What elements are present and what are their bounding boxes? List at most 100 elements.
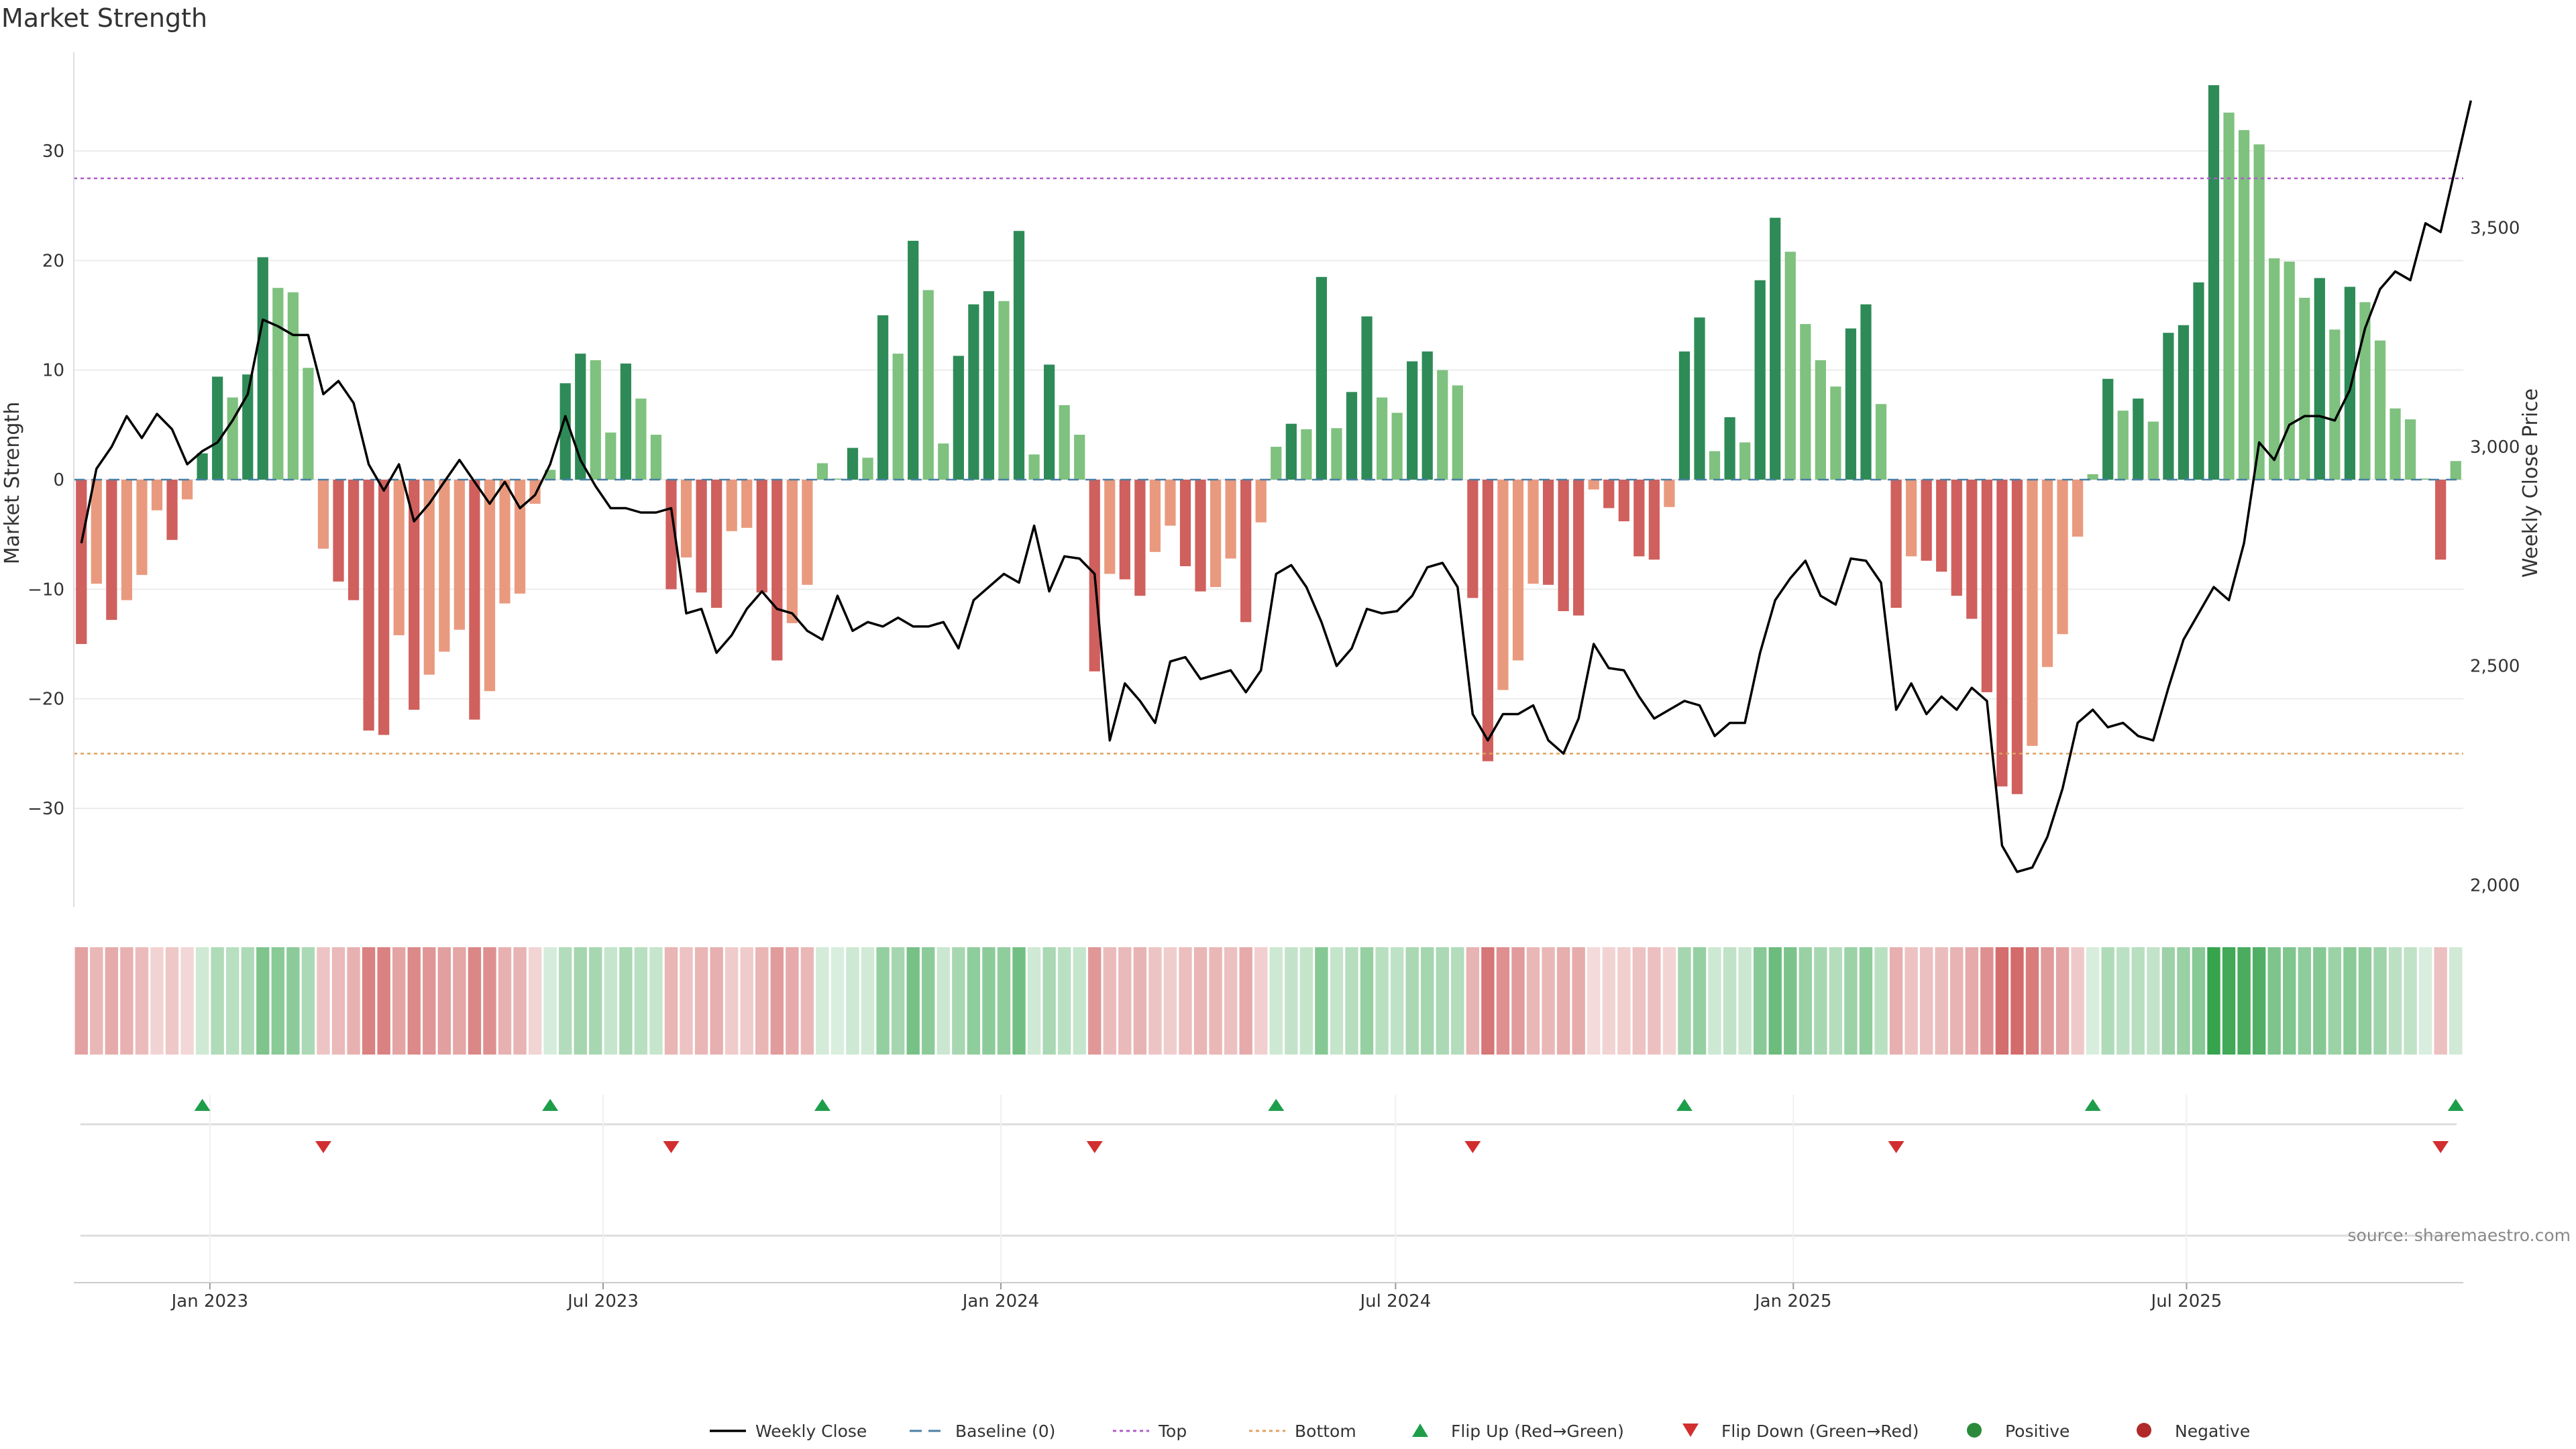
heat-cell	[936, 947, 950, 1055]
strength-bar	[287, 292, 299, 480]
heat-cell	[362, 947, 376, 1055]
strength-bar	[484, 480, 496, 692]
weekly-close-line	[80, 100, 2473, 873]
heat-cell	[997, 947, 1011, 1055]
heat-cell	[1799, 947, 1813, 1055]
heat-cell	[2434, 947, 2447, 1055]
heat-cell	[1784, 947, 1797, 1055]
strength-bar	[2163, 333, 2174, 480]
heat-cell	[1285, 947, 1298, 1055]
strength-bar	[802, 480, 813, 585]
heat-cell	[1526, 947, 1540, 1055]
y-tick-label: −20	[28, 690, 64, 710]
strength-bar	[1437, 370, 1448, 480]
heat-cell	[1057, 947, 1071, 1055]
strength-bar	[1618, 480, 1629, 522]
strength-bar	[1770, 217, 1781, 480]
heat-cell	[1980, 947, 1994, 1055]
heat-cell	[2025, 947, 2039, 1055]
strength-bar	[91, 480, 102, 584]
heat-cell	[2207, 947, 2220, 1055]
heat-cell	[468, 947, 482, 1055]
strength-bar	[2147, 421, 2159, 480]
strength-bar	[953, 356, 964, 480]
strength-bar	[181, 480, 193, 500]
strength-bar	[393, 480, 405, 635]
strength-bar	[2420, 478, 2431, 480]
heat-cell	[2192, 947, 2206, 1055]
heat-cell	[876, 947, 890, 1055]
strength-bar	[1845, 328, 1857, 480]
strength-bar	[2374, 340, 2386, 480]
strength-bar	[227, 397, 238, 480]
heat-cell	[574, 947, 587, 1055]
heat-cell	[2237, 947, 2251, 1055]
heat-cell	[211, 947, 224, 1055]
strength-bar	[1966, 480, 1978, 619]
heat-cell	[1330, 947, 1344, 1055]
heat-cell	[1844, 947, 1858, 1055]
strength-bar	[1301, 429, 1312, 480]
heat-cell	[1421, 947, 1434, 1055]
heat-cell	[1239, 947, 1252, 1055]
heat-cell	[2449, 947, 2463, 1055]
heat-cell	[2101, 947, 2114, 1055]
legend: Weekly Close Baseline (0) Top Bottom Flip Up…	[710, 1421, 2250, 1441]
heat-cell	[846, 947, 859, 1055]
strength-bar	[333, 480, 344, 582]
strength-bar	[1664, 480, 1675, 507]
heat-cell	[1617, 947, 1631, 1055]
strength-bar	[2359, 302, 2371, 480]
weekly-close-line-group	[80, 100, 2473, 873]
strength-bar	[2178, 325, 2190, 480]
strength-bar	[1240, 480, 1252, 623]
y-right-tick-label: 3,500	[2470, 218, 2520, 238]
legend-item: Negative	[2137, 1421, 2250, 1441]
heat-cell	[1708, 947, 1721, 1055]
heat-cell	[619, 947, 633, 1055]
heat-cell	[1950, 947, 1964, 1055]
strength-bar	[1815, 360, 1826, 480]
heat-cell	[2404, 947, 2417, 1055]
heat-cell	[120, 947, 133, 1055]
heat-cell	[317, 947, 330, 1055]
strength-bar	[620, 363, 631, 480]
strength-bar	[2404, 419, 2416, 480]
heat-cell	[770, 947, 784, 1055]
strength-bar	[2041, 480, 2053, 667]
heat-cell	[1193, 947, 1208, 1055]
strength-bar	[378, 480, 390, 735]
legend-label: Baseline (0)	[955, 1421, 1055, 1441]
heat-cell	[1375, 947, 1389, 1055]
heat-cell	[604, 947, 618, 1055]
strength-bar	[983, 291, 995, 480]
strength-bar	[2253, 144, 2265, 480]
strength-bar	[1739, 442, 1751, 480]
heat-cell	[558, 947, 572, 1055]
strength-bar	[559, 383, 571, 480]
strength-bar	[257, 257, 268, 480]
y-tick-label: −30	[28, 799, 64, 819]
heat-cell	[1360, 947, 1374, 1055]
legend-item: Top	[1113, 1421, 1187, 1441]
heat-cell	[1738, 947, 1752, 1055]
strength-bar	[1754, 280, 1766, 480]
y-right-tick-label: 2,500	[2470, 657, 2520, 677]
x-tick-label: Jul 2023	[566, 1291, 639, 1311]
strength-bar	[151, 480, 163, 511]
legend-swatch	[2137, 1423, 2151, 1438]
flip-down-marker	[1464, 1141, 1481, 1153]
heat-cell	[1466, 947, 1480, 1055]
heat-cell	[2161, 947, 2176, 1055]
strength-bar	[347, 480, 360, 600]
legend-swatch	[1682, 1424, 1699, 1437]
heat-cell	[1496, 947, 1510, 1055]
heat-cell	[483, 947, 496, 1055]
strength-bar	[741, 480, 753, 528]
heat-cell	[165, 947, 179, 1055]
strength-bar	[1316, 276, 1328, 480]
strength-bar	[197, 453, 208, 480]
heat-cell	[2177, 947, 2190, 1055]
y-tick-label: 10	[42, 361, 64, 381]
legend-item: Flip Up (Red→Green)	[1412, 1421, 1624, 1441]
